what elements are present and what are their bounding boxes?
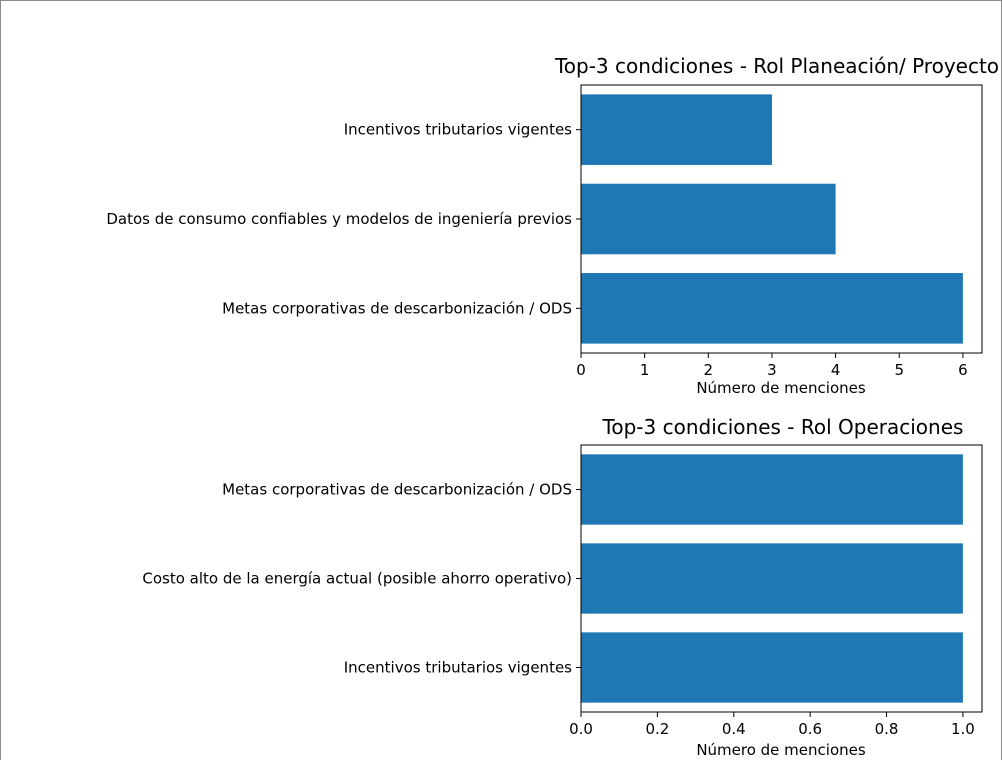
category-label: Metas corporativas de descarbonización /… bbox=[222, 481, 572, 499]
plot-area-frame bbox=[580, 84, 983, 354]
chart-title: Top-3 condiciones - Rol Operaciones bbox=[602, 415, 964, 439]
x-axis-label: Número de menciones bbox=[696, 379, 866, 397]
chart-operaciones: Top-3 condiciones - Rol Operaciones Meta… bbox=[142, 415, 983, 759]
x-ticks: 0.0 0.2 0.4 0.6 0.8 1.0 bbox=[569, 712, 975, 738]
chart-title: Top-3 condiciones - Rol Planeación/ Proy… bbox=[554, 54, 999, 78]
category-label: Metas corporativas de descarbonización /… bbox=[222, 299, 572, 317]
x-tick-label: 3 bbox=[767, 361, 777, 379]
x-tick-label: 1.0 bbox=[951, 720, 975, 738]
category-labels: Metas corporativas de descarbonización /… bbox=[142, 481, 581, 677]
bars-group bbox=[581, 94, 963, 344]
x-tick-label: 5 bbox=[894, 361, 904, 379]
x-tick-label: 0.0 bbox=[569, 720, 593, 738]
x-tick-label: 6 bbox=[958, 361, 968, 379]
category-label: Costo alto de la energía actual (posible… bbox=[142, 570, 572, 588]
category-label: Datos de consumo confiables y modelos de… bbox=[106, 210, 572, 228]
x-axis-label: Número de menciones bbox=[696, 741, 866, 759]
x-tick-label: 2 bbox=[704, 361, 714, 379]
x-tick-label: 0.2 bbox=[645, 720, 669, 738]
x-tick-label: 0 bbox=[576, 361, 586, 379]
x-tick-label: 4 bbox=[831, 361, 841, 379]
x-tick-label: 0.4 bbox=[722, 720, 746, 738]
plot-area-frame bbox=[580, 444, 983, 713]
category-labels: Incentivos tributarios vigentes Datos de … bbox=[106, 121, 581, 317]
bar bbox=[581, 454, 963, 525]
x-tick-label: 0.6 bbox=[798, 720, 822, 738]
bar bbox=[581, 183, 836, 255]
bar bbox=[581, 543, 963, 614]
x-ticks: 0 1 2 3 4 5 6 bbox=[576, 353, 968, 379]
category-label: Incentivos tributarios vigentes bbox=[344, 121, 572, 139]
bars-group bbox=[581, 454, 963, 703]
x-tick-label: 0.8 bbox=[875, 720, 899, 738]
bar bbox=[581, 94, 772, 165]
x-tick-label: 1 bbox=[640, 361, 650, 379]
category-label: Incentivos tributarios vigentes bbox=[344, 659, 572, 677]
bar bbox=[581, 632, 963, 703]
bar bbox=[581, 273, 963, 344]
chart-planeacion: Top-3 condiciones - Rol Planeación/ Proy… bbox=[106, 54, 999, 397]
